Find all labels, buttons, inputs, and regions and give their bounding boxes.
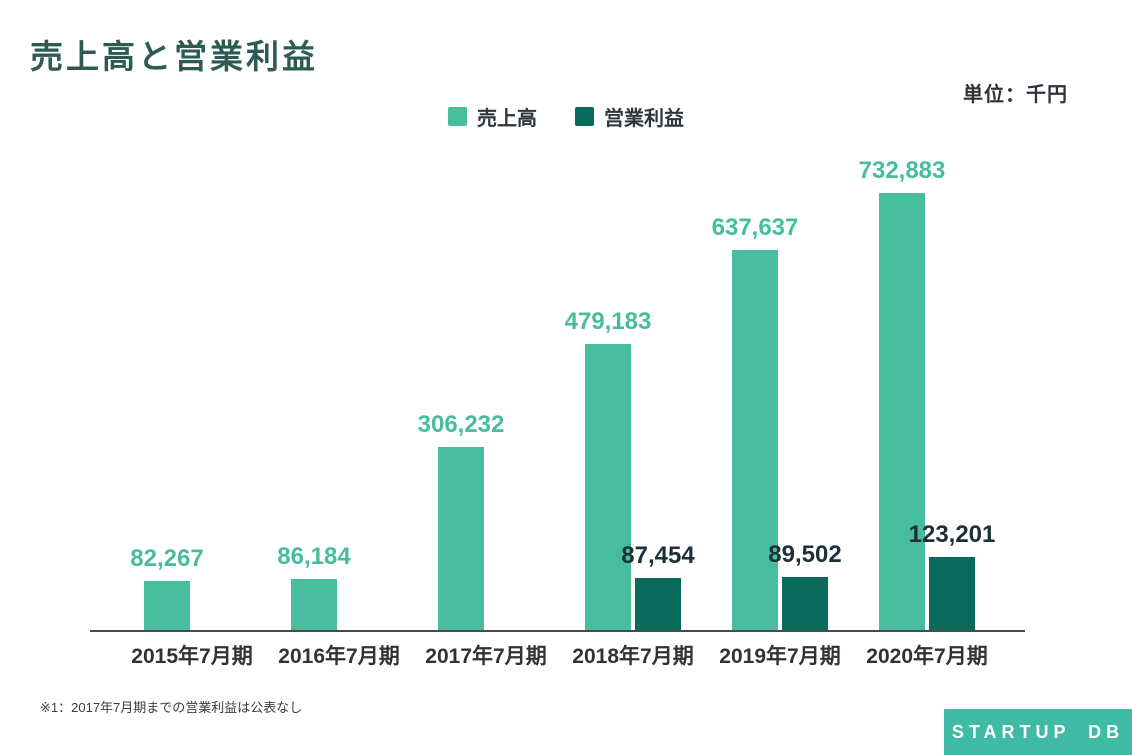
x-axis-label: 2018年7月期 <box>572 645 694 668</box>
bar-group-2019: 637,637 89,502 <box>712 214 842 630</box>
page-title: 売上高と営業利益 <box>30 38 318 75</box>
x-axis-label: 2019年7月期 <box>719 645 841 668</box>
startup-db-logo: STARTUP DB <box>944 709 1132 755</box>
x-axis-labels: 2015年7月期 2016年7月期 2017年7月期 2018年7月期 2019… <box>90 640 1025 670</box>
startup-db-logo-text: STARTUP DB <box>951 721 1125 742</box>
profit-bar-col: 123,201 <box>909 521 995 630</box>
profit-bar-col <box>194 621 240 630</box>
profit-bar-col: 87,454 <box>621 542 695 630</box>
bar-group-2015: 82,267 <box>130 545 240 630</box>
chart-legend: 売上高 営業利益 <box>0 102 1132 131</box>
x-axis-label: 2015年7月期 <box>131 645 253 668</box>
revenue-bar <box>879 193 925 630</box>
chart-plot-area: 82,267 86,184 306,232 <box>90 150 1025 632</box>
profit-swatch-icon <box>575 107 594 126</box>
x-axis-label: 2017年7月期 <box>425 645 547 668</box>
x-axis-label: 2016年7月期 <box>278 645 400 668</box>
revenue-value-label: 306,232 <box>417 410 505 438</box>
revenue-bar <box>585 344 631 630</box>
revenue-bar <box>732 250 778 630</box>
profit-bar-col <box>341 621 387 630</box>
profit-value-label: 123,201 <box>908 520 996 548</box>
bar-group-2018: 479,183 87,454 <box>565 308 695 630</box>
revenue-swatch-icon <box>448 107 467 126</box>
revenue-bar <box>144 581 190 630</box>
revenue-value-label: 479,183 <box>564 307 652 335</box>
revenue-value-label: 637,637 <box>711 213 799 241</box>
bar-group-2017: 306,232 <box>418 411 534 630</box>
profit-value-label: 89,502 <box>768 540 842 568</box>
legend-item-profit: 営業利益 <box>575 102 684 131</box>
profit-bar-col <box>488 621 534 630</box>
profit-bar-col: 89,502 <box>768 541 842 630</box>
profit-bar <box>635 578 681 630</box>
revenue-bar-col: 732,883 <box>859 157 945 630</box>
revenue-value-label: 732,883 <box>858 156 946 184</box>
profit-value-label: 87,454 <box>621 541 695 569</box>
legend-label-revenue: 売上高 <box>477 108 537 130</box>
unit-label: 単位：千円 <box>963 84 1068 106</box>
x-axis-label: 2020年7月期 <box>866 645 988 668</box>
revenue-bar-col: 306,232 <box>418 411 504 630</box>
legend-item-revenue: 売上高 <box>448 102 537 131</box>
revenue-value-label: 86,184 <box>277 542 351 570</box>
profit-bar <box>929 557 975 630</box>
bar-group-2020: 732,883 123,201 <box>859 157 995 630</box>
profit-bar <box>782 577 828 630</box>
revenue-bar-col: 637,637 <box>712 214 798 630</box>
revenue-bar <box>438 447 484 630</box>
bar-group-2016: 86,184 <box>277 543 387 630</box>
revenue-bar-col: 82,267 <box>130 545 204 630</box>
legend-label-profit: 営業利益 <box>604 108 684 130</box>
footnote: ※1：2017年7月期までの営業利益は公表なし <box>40 700 303 715</box>
revenue-value-label: 82,267 <box>130 544 204 572</box>
revenue-bar-col: 479,183 <box>565 308 651 630</box>
revenue-bar-col: 86,184 <box>277 543 351 630</box>
revenue-bar <box>291 579 337 630</box>
